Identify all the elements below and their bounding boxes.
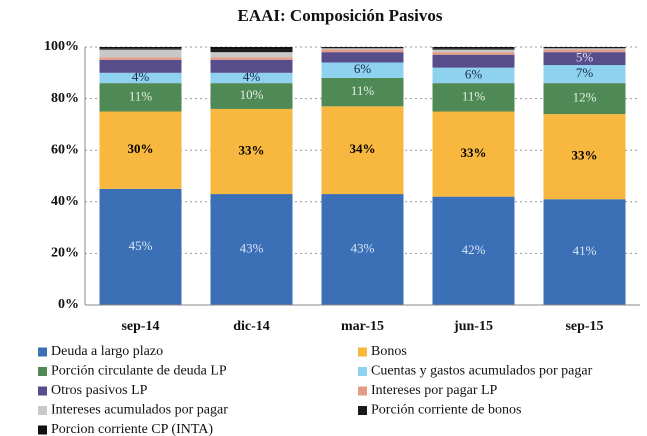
- data-label: 7%: [576, 65, 594, 80]
- y-tick-label: 100%: [44, 39, 79, 54]
- legend-label: Porción corriente de bonos: [371, 403, 521, 418]
- legend-label: Porción circulante de deuda LP: [51, 364, 227, 379]
- bar-segment: [210, 83, 293, 109]
- data-label: 6%: [465, 66, 483, 81]
- data-label: 11%: [129, 88, 153, 103]
- y-tick-label: 40%: [51, 194, 79, 209]
- bar-segment: [321, 194, 404, 305]
- data-label: 45%: [129, 238, 153, 253]
- bar-segment: [210, 52, 293, 58]
- bar-segment: [99, 57, 182, 60]
- bar-segment: [321, 77, 404, 107]
- legend-label: Deuda a largo plazo: [51, 344, 163, 359]
- legend-label: Bonos: [371, 344, 407, 359]
- x-tick-label: dic-14: [233, 319, 270, 334]
- data-label: 43%: [351, 241, 375, 256]
- legend-label: Otros pasivos LP: [51, 383, 148, 398]
- bar-segment: [543, 48, 626, 50]
- legend-swatch: [38, 367, 47, 376]
- legend-swatch: [38, 347, 47, 357]
- bar-segment: [99, 48, 182, 50]
- bar-segment: [432, 49, 515, 53]
- data-label: 34%: [350, 141, 376, 156]
- bar-segment: [99, 83, 182, 112]
- data-label: 12%: [573, 90, 597, 105]
- bar-segment: [432, 196, 515, 305]
- bar-segment: [210, 49, 293, 53]
- data-label: 11%: [351, 83, 375, 98]
- x-tick-label: mar-15: [341, 319, 384, 334]
- bar-segment: [543, 114, 626, 200]
- bar-segment: [210, 72, 293, 84]
- bar-segment: [543, 49, 626, 53]
- bar-segment: [99, 59, 182, 73]
- bar-segment: [321, 47, 404, 49]
- data-label: 6%: [354, 61, 372, 76]
- bar-segment: [99, 47, 182, 49]
- chart-title: EAAI: Composición Pasivos: [238, 6, 443, 25]
- y-tick-label: 0%: [58, 297, 79, 312]
- data-label: 43%: [240, 241, 264, 256]
- bar-segment: [321, 62, 404, 78]
- legend-label: Intereses por pagar LP: [371, 383, 498, 398]
- data-label: 33%: [572, 148, 598, 163]
- bar-segment: [99, 188, 182, 305]
- bar-segment: [543, 65, 626, 84]
- bar-segment: [432, 67, 515, 84]
- bar-segment: [321, 52, 404, 63]
- bar-segment: [543, 52, 626, 66]
- data-label: 33%: [461, 145, 487, 160]
- legend-label: Cuentas y gastos acumulados por pagar: [371, 364, 593, 379]
- data-label: 10%: [240, 87, 264, 102]
- data-label: 42%: [462, 242, 486, 257]
- y-tick-label: 20%: [51, 246, 79, 261]
- data-label: 11%: [462, 88, 486, 103]
- legend-swatch: [38, 425, 47, 435]
- bar-segment: [543, 199, 626, 305]
- bar-segment: [210, 108, 293, 195]
- legend-swatch: [358, 367, 367, 376]
- data-label: 41%: [573, 243, 597, 258]
- bar-segment: [432, 48, 515, 50]
- bar-segment: [210, 47, 293, 50]
- bar-segment: [321, 49, 404, 53]
- legend-swatch: [358, 347, 367, 357]
- bar-segment: [432, 83, 515, 112]
- y-tick-label: 80%: [51, 91, 79, 106]
- bar-segment: [432, 47, 515, 49]
- x-tick-label: sep-14: [121, 319, 159, 334]
- bar-segment: [210, 57, 293, 60]
- bar-segment: [99, 111, 182, 189]
- bar-segment: [432, 52, 515, 55]
- bar-segment: [210, 59, 293, 73]
- x-tick-label: jun-15: [453, 319, 493, 334]
- legend-swatch: [38, 386, 47, 396]
- data-label: 33%: [239, 142, 265, 157]
- bar-segment: [210, 194, 293, 305]
- bar-segment: [543, 47, 626, 49]
- legend-swatch: [358, 406, 367, 415]
- data-label: 5%: [576, 50, 594, 65]
- bar-segment: [432, 111, 515, 197]
- legend-label: Porcion corriente CP (INTA): [51, 422, 213, 436]
- bar-segment: [321, 48, 404, 50]
- bar-segment: [99, 72, 182, 84]
- bar-segment: [543, 83, 626, 115]
- legend-swatch: [358, 386, 367, 396]
- data-label: 30%: [128, 141, 154, 156]
- legend-swatch: [38, 406, 47, 415]
- y-tick-label: 60%: [51, 142, 79, 157]
- bar-segment: [432, 54, 515, 68]
- bar-segment: [321, 106, 404, 195]
- legend-label: Intereses acumulados por pagar: [51, 403, 228, 418]
- x-tick-label: sep-15: [565, 319, 603, 334]
- bar-segment: [99, 49, 182, 58]
